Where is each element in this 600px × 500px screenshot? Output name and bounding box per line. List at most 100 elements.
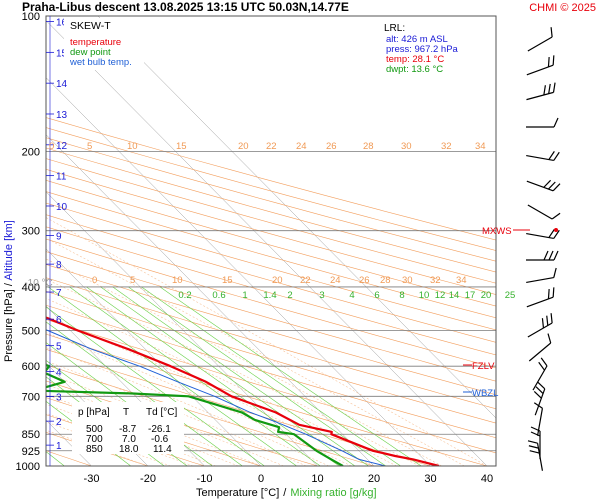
- altitude-tick-label: 5: [56, 342, 62, 353]
- lrl-box: LRL: alt: 426 m ASL press: 967.2 hPa tem…: [380, 20, 470, 78]
- mixing-ratio-label-green: 10: [419, 290, 430, 301]
- mixing-ratio-label-mid: 0: [92, 275, 97, 286]
- lrl-temp: temp: 28.1 °C: [386, 54, 444, 65]
- mixing-ratio-label-mid: 5: [130, 275, 135, 286]
- mixing-ratio-label-green: 3: [319, 290, 324, 301]
- mixing-ratio-label-mid: 26: [359, 275, 370, 286]
- moist-adiabat: [46, 278, 420, 466]
- dry-adiabat: [46, 117, 496, 241]
- moist-adiabat: [46, 217, 488, 466]
- wind-barb-icon: [527, 440, 544, 471]
- dry-adiabat: [46, 264, 496, 396]
- mixing-ratio-label-mid: 30: [402, 275, 413, 286]
- dry-adiabat: [46, 137, 496, 262]
- wind-barb-icon: [526, 267, 557, 284]
- legend-heading: SKEW-T: [70, 20, 111, 32]
- mixing-ratio-label-top: 5: [87, 141, 92, 152]
- altitude-tick-label: 10: [56, 202, 68, 213]
- table-row-850-p: 850: [86, 444, 103, 455]
- dry-adiabat: [46, 147, 496, 273]
- pressure-tick-label: 700: [22, 391, 40, 403]
- wind-barb-icon: [528, 333, 552, 362]
- x-axis-title-temp: Temperature [°C] / Mixing ratio [g/kg]: [196, 487, 377, 499]
- fzlv-marker: FZLV: [472, 361, 495, 372]
- mixing-ratio-label-green: 20: [481, 290, 492, 301]
- wind-barb-icon: [526, 82, 556, 101]
- x-tick-label: -10: [197, 473, 213, 485]
- copyright-label: CHMI © 2025: [529, 2, 596, 14]
- legend-item-temperature: temperature: [70, 37, 121, 48]
- pressure-tick-label: 1000: [16, 461, 40, 473]
- x-tick-label: -20: [140, 473, 156, 485]
- x-axis-title-temp-text: Temperature [°C]: [196, 487, 279, 499]
- mixing-ratio-label-top: 30: [401, 141, 412, 152]
- wind-barb-icon: [526, 229, 560, 240]
- altitude-tick-label: 1: [56, 441, 62, 452]
- mixing-ratio-label-green: 1: [242, 290, 247, 301]
- mixing-ratio-label-top: 10: [127, 141, 138, 152]
- altitude-tick-label: 16: [56, 18, 68, 29]
- mxws-marker: MXWS: [482, 226, 512, 237]
- series-layer: [46, 316, 440, 466]
- lrl-dwpt: dwpt: 13.6 °C: [386, 64, 443, 75]
- legend-item-dewpoint: dew point: [70, 47, 111, 58]
- altitude-tick-label: 7: [56, 288, 62, 299]
- mixing-ratio-label-top: 20: [238, 141, 249, 152]
- wind-barb-icon: [533, 402, 544, 436]
- mixing-ratio-label-top: 26: [326, 141, 337, 152]
- lrl-heading: LRL:: [384, 23, 405, 34]
- mixing-ratio-label-green: 0.6: [212, 290, 225, 301]
- dry-adiabat: [46, 251, 496, 382]
- lrl-background: [380, 20, 470, 78]
- isotherm-line: [46, 191, 318, 466]
- mixing-ratio-label-top: 24: [296, 141, 307, 152]
- table-row-500-t: -8.7: [119, 424, 137, 435]
- dry-adiabat: [46, 226, 496, 356]
- table-row-850-t: 18.0: [119, 444, 139, 455]
- moist-adiabat: [46, 347, 329, 466]
- axis-layer: -30 -20 -10 0 10 20 30 401002003004005006007008…: [3, 11, 515, 485]
- wbzl-marker: WBZL: [472, 388, 498, 399]
- dry-adiabat: [46, 290, 496, 424]
- dry-adiabat: [46, 180, 496, 307]
- mixing-ratio-label-mid: 32: [430, 275, 441, 286]
- altitude-tick-label: 4: [56, 367, 62, 378]
- wind-barb-icon: [532, 357, 548, 391]
- lrl-press: press: 967.2 hPa: [386, 44, 459, 55]
- altitude-tick-label: 14: [56, 79, 68, 90]
- mixing-ratio-label-top: 32: [441, 141, 452, 152]
- pressure-tick-label: 300: [22, 226, 40, 238]
- x-tick-label: 20: [368, 473, 380, 485]
- x-tick-label: 30: [424, 473, 436, 485]
- mixing-ratio-label-green: 1.4: [263, 290, 276, 301]
- table-row-500-td: -26.1: [148, 424, 171, 435]
- pressure-tick-label: 850: [22, 429, 40, 441]
- mixing-ratio-label-mid: 34: [456, 275, 467, 286]
- pressure-tick-label: 100: [22, 11, 40, 23]
- grid-layer: [46, 16, 496, 466]
- chart-title: Praha-Libus descent 13.08.2025 13:15 UTC…: [22, 0, 349, 14]
- mixing-ratio-label-green: 8: [399, 290, 404, 301]
- x-tick-label: 40: [481, 473, 493, 485]
- mixing-ratio-label-green: 6: [374, 290, 379, 301]
- legend-background: [64, 18, 144, 70]
- dry-adiabat: [46, 277, 496, 410]
- isotherm-line: [46, 77, 431, 466]
- series-dew-point: [46, 363, 344, 466]
- legend-item-wetbulb: wet bulb temp.: [69, 57, 132, 68]
- isotherm-line: [46, 20, 488, 466]
- x-tick-label: 10: [311, 473, 323, 485]
- altitude-tick-label: 6: [56, 315, 62, 326]
- mixing-ratio-label-green: 0.2: [178, 290, 191, 301]
- wind-barb-icon: [527, 204, 561, 220]
- mixing-ratio-label-green: 2: [287, 290, 292, 301]
- pressure-tick-label: 500: [22, 326, 40, 338]
- dry-adiabat: [46, 238, 496, 369]
- isotherm-line: [46, 134, 375, 466]
- wind-barbs: [526, 27, 561, 471]
- table-row-500-p: 500: [86, 424, 103, 435]
- mixing-ratio-label-top: 22: [266, 141, 277, 152]
- altitude-tick-label: 12: [56, 141, 68, 152]
- pressure-tick-label: 600: [22, 361, 40, 373]
